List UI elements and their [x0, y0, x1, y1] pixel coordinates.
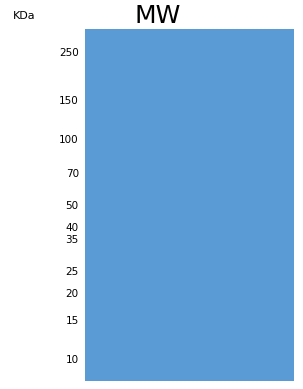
Ellipse shape: [132, 222, 155, 233]
Text: 20: 20: [66, 289, 79, 299]
Text: 150: 150: [59, 96, 79, 107]
Ellipse shape: [132, 168, 155, 180]
Ellipse shape: [132, 201, 155, 212]
Ellipse shape: [132, 354, 155, 366]
Text: KDa: KDa: [13, 11, 35, 21]
Ellipse shape: [132, 235, 155, 246]
Ellipse shape: [132, 47, 155, 58]
Ellipse shape: [132, 315, 155, 327]
Text: 250: 250: [59, 48, 79, 58]
Text: 10: 10: [66, 355, 79, 365]
Text: 70: 70: [66, 169, 79, 179]
Text: 25: 25: [65, 268, 79, 277]
Text: 15: 15: [65, 316, 79, 326]
Ellipse shape: [132, 268, 155, 277]
Ellipse shape: [205, 325, 236, 338]
Ellipse shape: [132, 288, 155, 300]
Text: 35: 35: [65, 235, 79, 245]
Ellipse shape: [132, 135, 155, 145]
Text: 50: 50: [66, 202, 79, 211]
Ellipse shape: [132, 96, 155, 107]
Text: 100: 100: [59, 135, 79, 145]
Text: 40: 40: [66, 223, 79, 233]
Text: MW: MW: [134, 4, 181, 28]
